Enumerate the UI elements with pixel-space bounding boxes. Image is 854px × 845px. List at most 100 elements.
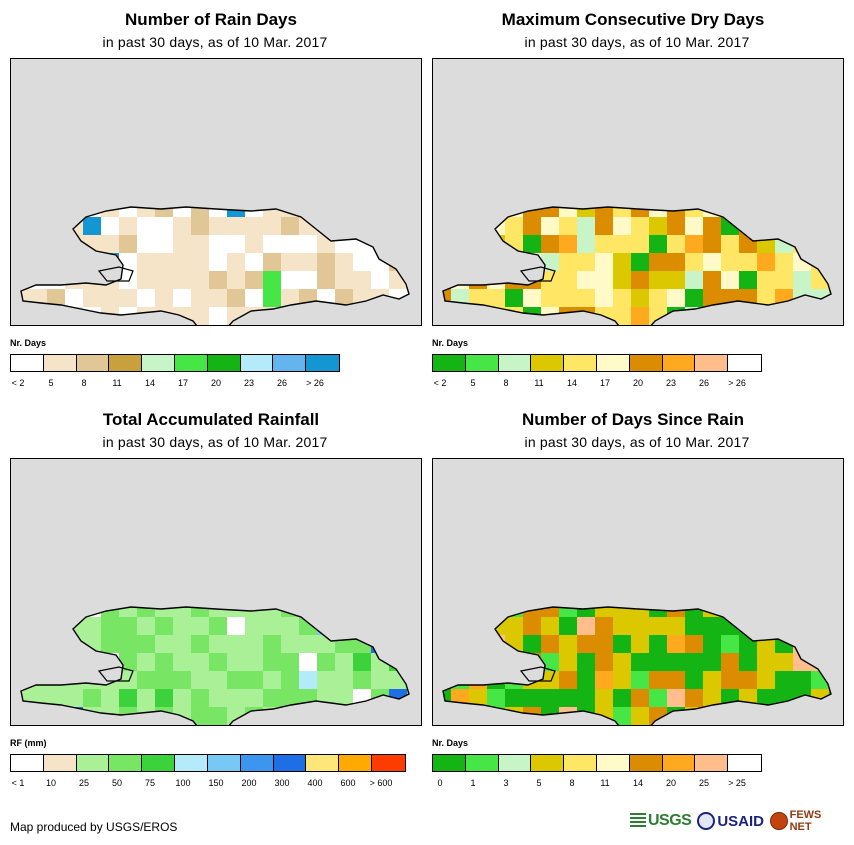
map-cell	[667, 235, 685, 253]
map-cell	[389, 253, 407, 271]
map-cell	[703, 307, 721, 325]
legend-label: > 600	[369, 778, 393, 788]
map-cell	[487, 271, 505, 289]
map-cell	[353, 635, 371, 653]
legend-label: < 1	[11, 778, 25, 788]
map-cell	[631, 217, 649, 235]
map-cell	[757, 253, 775, 271]
legend-swatch	[142, 355, 175, 371]
map-cell	[173, 325, 191, 326]
map-cell	[649, 725, 667, 726]
map-cell	[119, 617, 137, 635]
legend-swatch	[465, 355, 499, 371]
map-cell	[335, 617, 353, 635]
map-cell	[739, 689, 757, 707]
map-cell	[451, 607, 469, 617]
legend-label: 20	[210, 378, 222, 388]
map-cell	[353, 671, 371, 689]
map-cell	[371, 617, 389, 635]
map-cell	[119, 235, 137, 253]
map-cell	[649, 217, 667, 235]
map-cell	[407, 217, 409, 235]
map-cell	[577, 671, 595, 689]
map-cell	[389, 207, 407, 217]
map-cell	[703, 671, 721, 689]
map-cell	[595, 325, 613, 326]
map-cell	[667, 671, 685, 689]
map-cell	[667, 689, 685, 707]
legend-label: 26	[698, 378, 710, 388]
map-cell	[299, 617, 317, 635]
map-cell	[829, 271, 831, 289]
panel-rain-days: Number of Rain Days in past 30 days, as …	[0, 0, 422, 400]
map-cell	[505, 653, 523, 671]
map-cell	[595, 725, 613, 726]
map-cell	[191, 253, 209, 271]
legend-label: 50	[111, 778, 123, 788]
lake-outline	[97, 666, 134, 682]
map-cell	[191, 325, 209, 326]
map-cell	[227, 271, 245, 289]
map-cell	[371, 653, 389, 671]
map-cell	[47, 653, 65, 671]
map-cell	[353, 271, 371, 289]
map-cell	[667, 653, 685, 671]
map-cell	[281, 207, 299, 217]
map-cell	[631, 725, 649, 726]
map-cell	[685, 217, 703, 235]
legend-title: Nr. Days	[432, 738, 469, 748]
map-cell	[559, 325, 577, 326]
map-cell	[703, 653, 721, 671]
map-cell	[263, 653, 281, 671]
map-cell	[281, 635, 299, 653]
map-cell	[595, 217, 613, 235]
map-cell	[775, 617, 793, 635]
map-cell	[227, 235, 245, 253]
legend-label: 5	[536, 778, 542, 788]
map-cell	[335, 725, 353, 726]
map-cell	[101, 217, 119, 235]
map-cell	[173, 253, 191, 271]
map-cell	[245, 217, 263, 235]
map-cell	[667, 635, 685, 653]
map-cell	[317, 207, 335, 217]
map-cell	[829, 207, 831, 217]
map-cell	[299, 725, 317, 726]
legend-swatch	[109, 755, 143, 771]
map-cell	[595, 289, 613, 307]
map-cell	[523, 307, 541, 325]
map-cell	[721, 325, 739, 326]
usgs-logo-text: USGS	[648, 812, 692, 829]
map-cell	[281, 725, 299, 726]
map-cell	[47, 689, 65, 707]
map-cell	[505, 325, 523, 326]
legend-label: > 26	[306, 378, 324, 388]
map-cell	[137, 289, 155, 307]
map-cell	[649, 689, 667, 707]
map-cell	[541, 325, 559, 326]
map-cell	[353, 725, 371, 726]
map-cell	[829, 253, 831, 271]
map-cell	[371, 207, 389, 217]
map-cell	[137, 235, 155, 253]
map-cell	[371, 253, 389, 271]
map-cell	[757, 653, 775, 671]
map-cell	[11, 325, 29, 326]
map-cell	[577, 253, 595, 271]
map-cell	[505, 725, 523, 726]
map-cell	[443, 707, 451, 725]
map-cell	[101, 725, 119, 726]
map-cell	[353, 653, 371, 671]
legend-swatch	[662, 755, 696, 771]
map-cell	[371, 707, 389, 725]
map-cell	[335, 325, 353, 326]
legend-label: 8	[569, 778, 575, 788]
map-cell	[443, 607, 451, 617]
map-cell	[631, 707, 649, 725]
map-cell	[371, 725, 389, 726]
map-cell	[209, 289, 227, 307]
map-cell	[703, 325, 721, 326]
map-cell	[469, 289, 487, 307]
map-cell	[173, 689, 191, 707]
map-cell	[407, 607, 409, 617]
